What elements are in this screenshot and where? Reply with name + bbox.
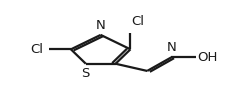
Text: N: N xyxy=(167,41,176,54)
Text: S: S xyxy=(82,67,90,80)
Text: Cl: Cl xyxy=(131,15,144,28)
Text: N: N xyxy=(96,19,106,32)
Text: Cl: Cl xyxy=(30,43,43,56)
Text: OH: OH xyxy=(197,51,218,64)
